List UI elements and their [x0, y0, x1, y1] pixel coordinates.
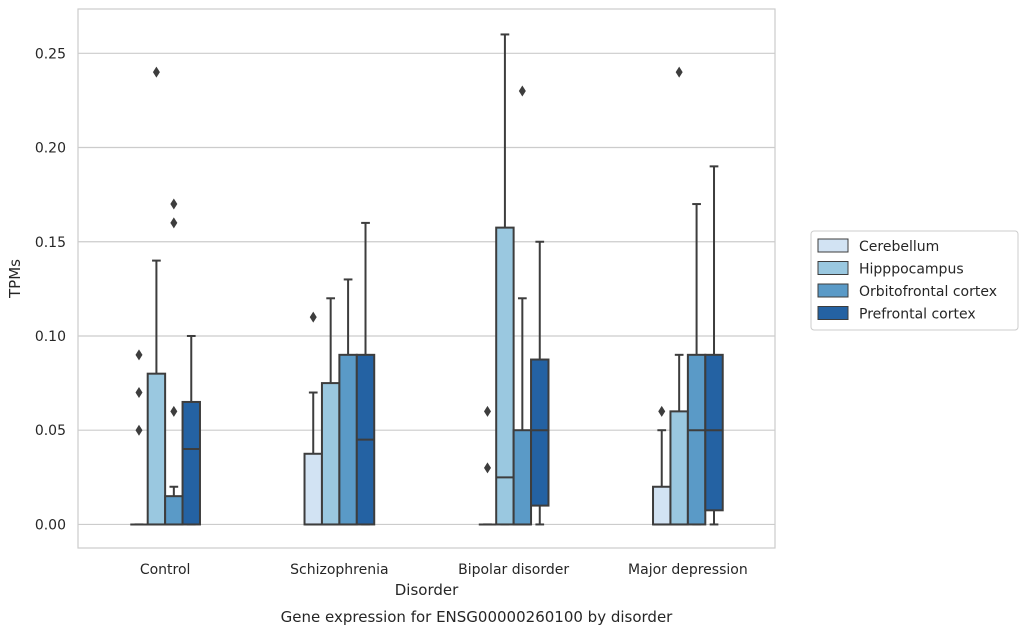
y-tick-labels: 0.00 0.05 0.10 0.15 0.20 0.25 — [35, 46, 66, 533]
box — [512, 429, 533, 526]
legend-label: Orbitofrontal cortex — [859, 284, 997, 300]
legend-label: Hipppocampus — [859, 262, 964, 278]
outlier-point — [135, 387, 143, 399]
box — [303, 452, 323, 526]
box — [320, 382, 341, 526]
x-tick-label: Control — [140, 562, 191, 578]
box — [495, 226, 515, 526]
outlier-point — [518, 85, 526, 97]
box-plots — [130, 33, 724, 526]
legend-swatch — [817, 238, 849, 253]
box — [652, 485, 672, 526]
box — [686, 353, 707, 526]
plot-frame — [77, 8, 776, 549]
legend-swatch — [817, 306, 849, 320]
box-plot — [303, 311, 323, 526]
legend-label: Cerebellum — [859, 239, 939, 255]
y-axis-label: TPMs — [6, 259, 24, 299]
outlier-point — [483, 405, 491, 417]
legend-frame — [810, 230, 1019, 331]
box-plot — [181, 334, 201, 526]
y-tick-label: 0.05 — [35, 423, 66, 439]
outlier-point — [152, 66, 160, 78]
box — [338, 353, 358, 526]
y-tick-label: 0.25 — [35, 46, 66, 62]
box-plot — [130, 349, 148, 526]
y-tick-label: 0.20 — [35, 141, 66, 157]
x-tick-label: Bipolar disorder — [458, 562, 569, 578]
chart-caption: Gene expression for ENSG00000260100 by d… — [281, 608, 674, 626]
box — [669, 410, 689, 526]
box — [146, 372, 167, 526]
outlier-point — [135, 424, 143, 436]
outlier-point — [170, 198, 178, 210]
legend-swatch — [817, 283, 849, 298]
y-tick-label: 0.00 — [35, 517, 66, 533]
box-plot — [146, 66, 167, 526]
legend-label: Prefrontal cortex — [859, 307, 976, 323]
box-plot — [686, 203, 707, 526]
x-tick-label: Major depression — [628, 562, 748, 578]
outlier-point — [658, 405, 666, 417]
box-plot — [512, 85, 533, 526]
box-plot — [478, 405, 497, 526]
legend-swatch — [817, 261, 849, 275]
box — [530, 358, 550, 507]
x-axis-label: Disorder — [395, 581, 459, 599]
outlier-point — [309, 311, 317, 323]
legend: Cerebellum Hipppocampus Orbitofrontal cort… — [810, 230, 1019, 331]
box — [164, 495, 184, 526]
x-tick-labels: Control Schizophrenia Bipolar disorder Majo… — [140, 562, 748, 578]
y-tick-label: 0.10 — [35, 329, 66, 345]
outlier-point — [135, 349, 143, 361]
outlier-point — [675, 66, 683, 78]
box — [181, 400, 201, 526]
box — [704, 353, 724, 512]
box-plot — [355, 221, 376, 526]
outlier-point — [483, 462, 491, 474]
box-plot — [530, 240, 550, 526]
y-tick-label: 0.15 — [35, 235, 66, 251]
outlier-point — [170, 217, 178, 229]
box-plot — [495, 33, 515, 526]
outlier-point — [170, 405, 178, 417]
x-tick-label: Schizophrenia — [290, 562, 388, 578]
box-plot — [704, 165, 724, 526]
box-plot — [164, 198, 184, 526]
